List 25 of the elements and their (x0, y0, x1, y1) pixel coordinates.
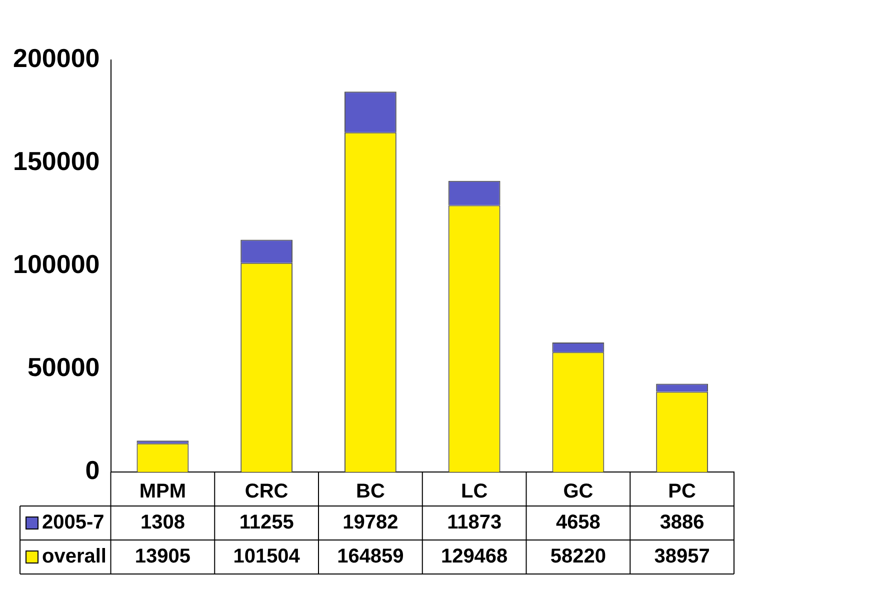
data-label: 19782 (342, 512, 398, 534)
data-label: 11255 (239, 512, 294, 534)
x-tick-label: BC (356, 480, 385, 503)
data-label: 101504 (233, 546, 301, 568)
y-tick-label: 150000 (12, 146, 100, 176)
data-label: 129468 (440, 546, 508, 568)
data-label: 11873 (447, 512, 502, 534)
data-label: 38957 (654, 546, 710, 568)
x-tick-label: CRC (244, 480, 288, 503)
x-tick-label: PC (668, 480, 696, 503)
y-tick-label: 50000 (27, 352, 100, 382)
legend-label: overall (42, 546, 106, 568)
data-label: 13905 (134, 546, 191, 568)
x-tick-label: GC (563, 480, 594, 503)
legend-label: 2005-7 (42, 512, 104, 534)
x-tick-label: MPM (139, 480, 186, 503)
data-label: 1308 (140, 512, 185, 534)
y-tick-label: 200000 (12, 43, 100, 74)
x-tick-label: LC (460, 480, 488, 503)
data-label: 58220 (550, 546, 606, 568)
y-tick-label: 100000 (12, 249, 100, 280)
data-label: 164859 (337, 546, 404, 568)
data-label: 3886 (660, 512, 704, 534)
y-tick-label: 0 (85, 455, 100, 486)
data-label: 4658 (556, 512, 600, 534)
